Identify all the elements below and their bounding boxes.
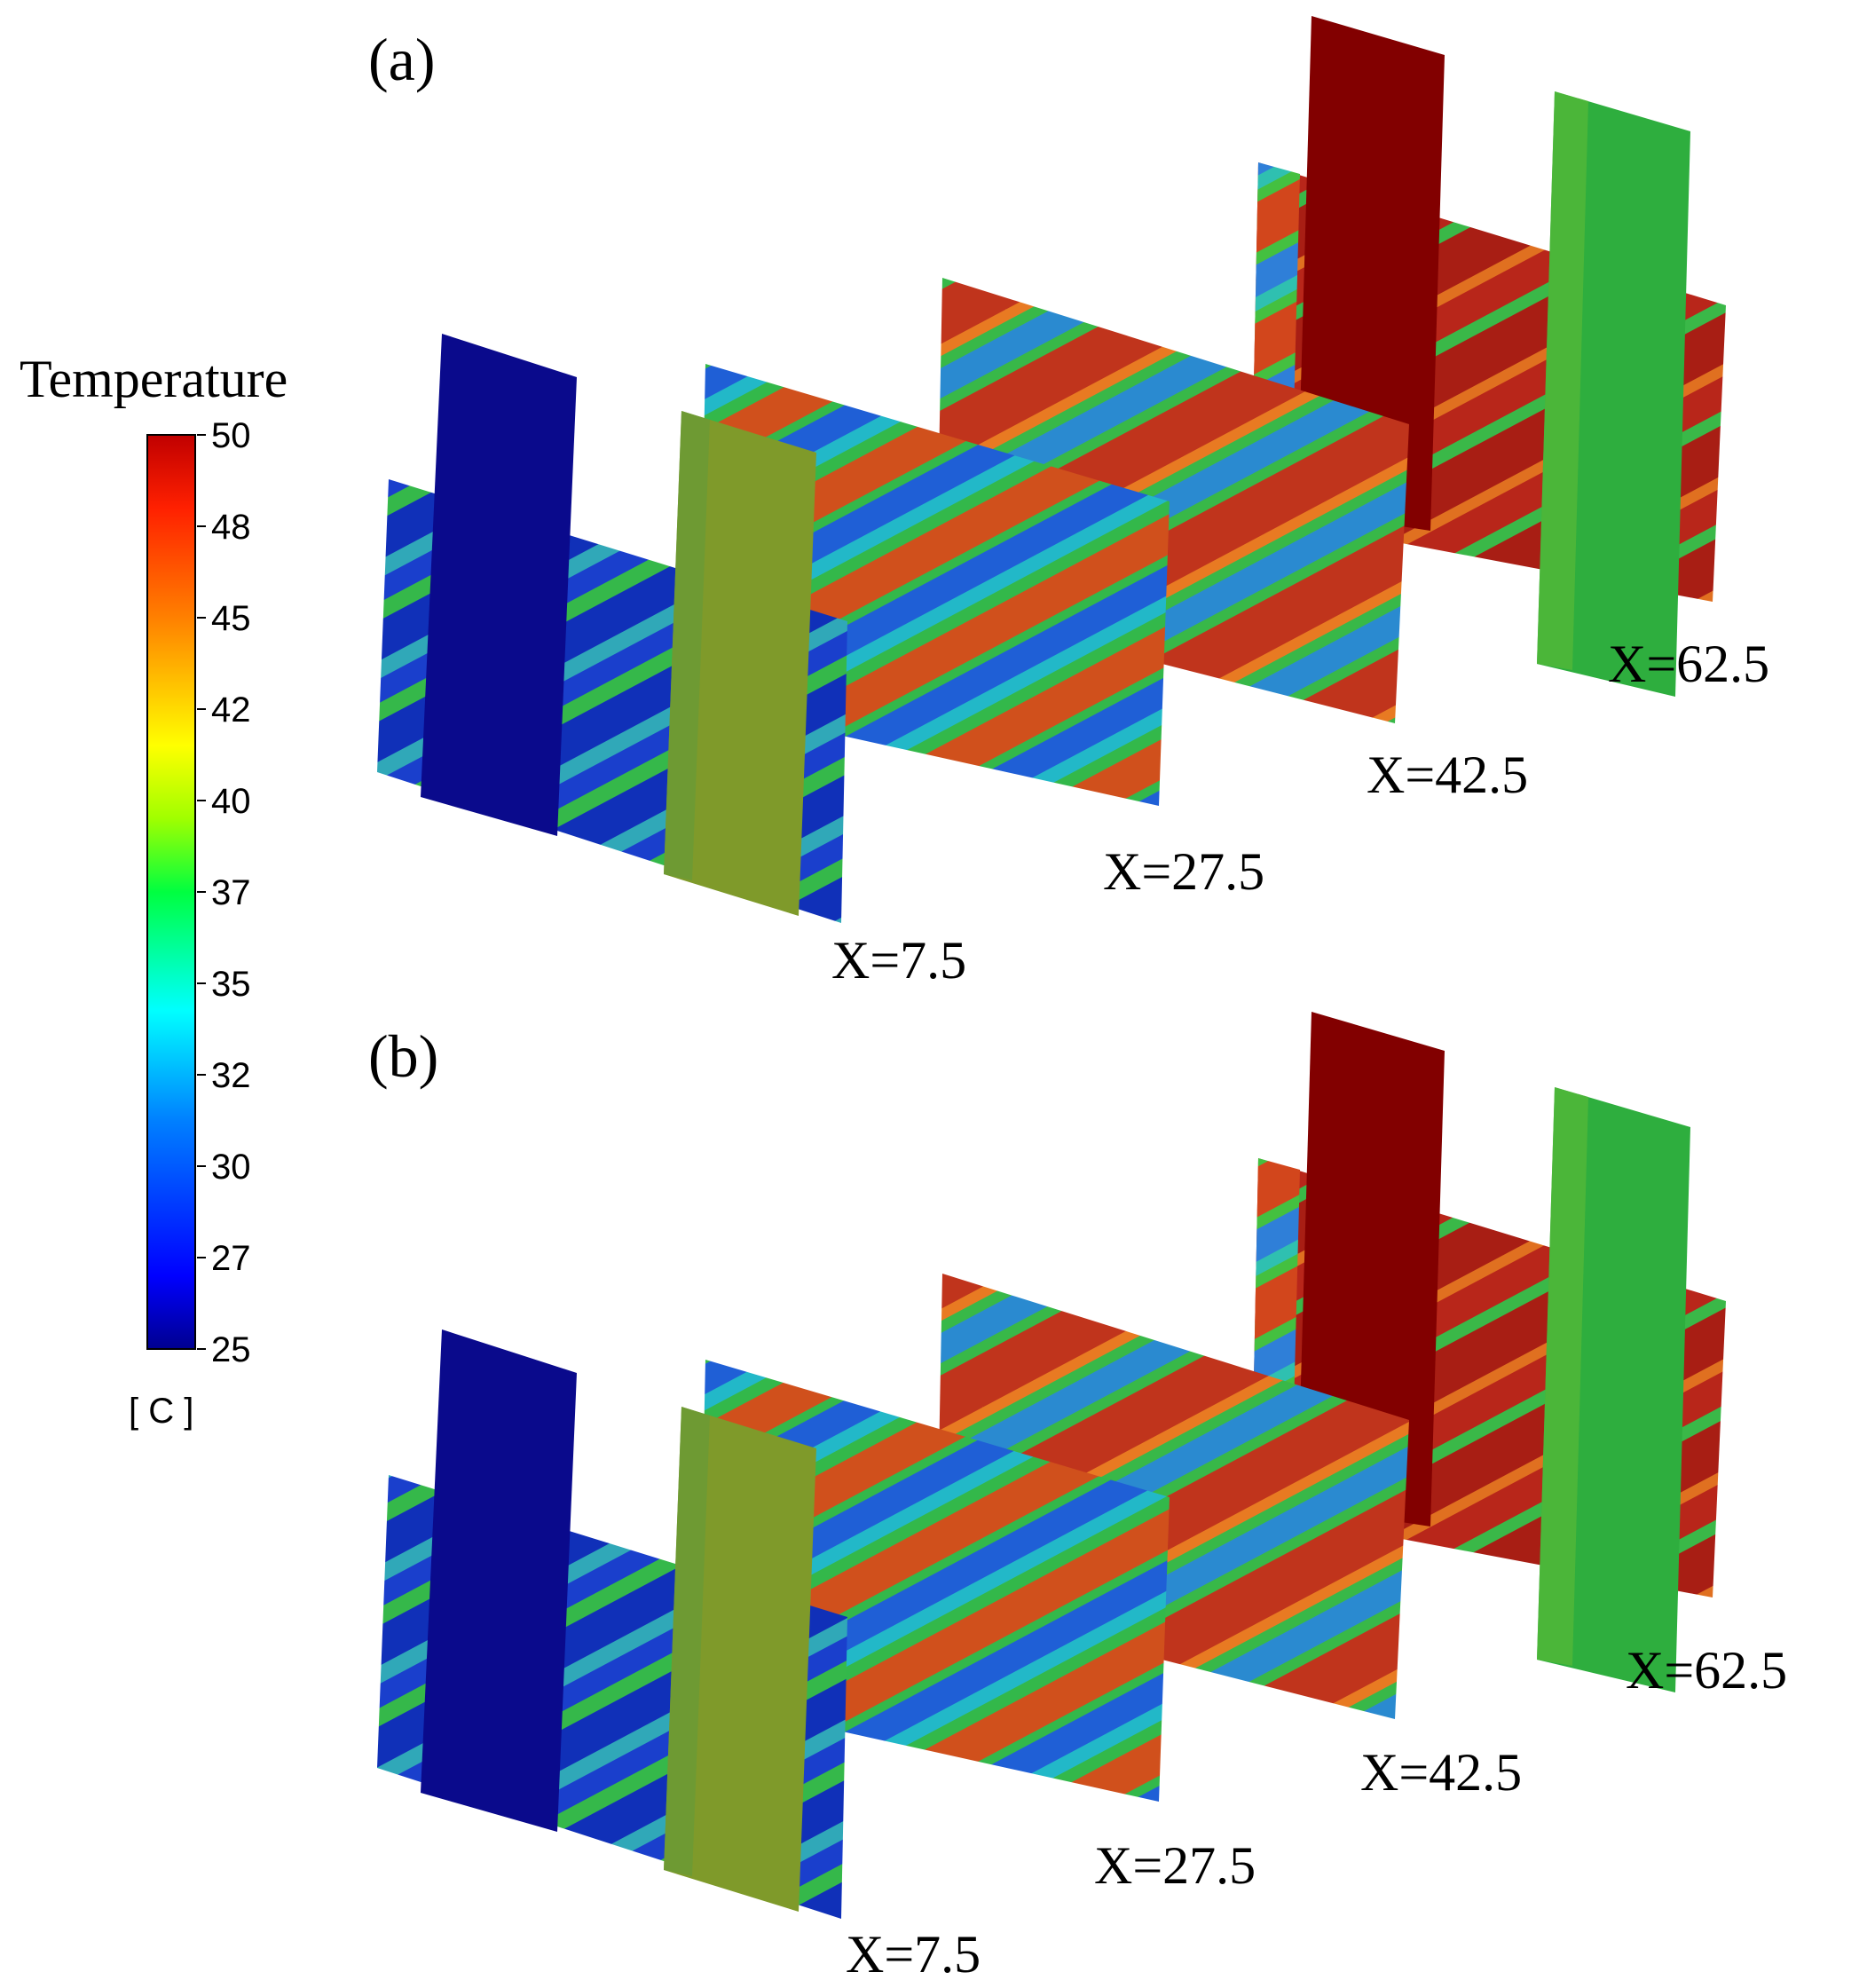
panel-a-slice-x7-5 xyxy=(377,334,847,923)
panel-a-x7-5-cold-block xyxy=(421,334,577,836)
panel-b: (b) X=62.5 X=42.5 X=27.5 X=7.5 xyxy=(368,1012,1787,1984)
legend-tick-label: 40 xyxy=(211,782,251,821)
panel-b-x62-5-green-shade xyxy=(1537,1087,1588,1666)
legend-tick-label: 32 xyxy=(211,1056,251,1095)
panel-b-x27-5-label: X=27.5 xyxy=(1094,1836,1256,1895)
panel-a: (a) X=62.5 X=42.5 X=27.5 X=7.5 xyxy=(368,16,1769,990)
legend-tick-label: 27 xyxy=(211,1239,251,1278)
legend-unit: [ C ] xyxy=(129,1392,193,1431)
legend-tick-label: 50 xyxy=(211,416,251,455)
color-bar xyxy=(146,434,196,1350)
panel-a-x62-5-label: X=62.5 xyxy=(1608,635,1769,693)
panel-b-slice-x7-5 xyxy=(377,1329,847,1919)
panel-b-x7-5-label: X=7.5 xyxy=(846,1925,981,1984)
panel-a-label: (a) xyxy=(368,26,435,93)
legend-tick-label: 48 xyxy=(211,508,251,547)
legend-tick-label: 45 xyxy=(211,599,251,638)
panel-b-label: (b) xyxy=(368,1022,438,1090)
panel-b-x62-5-label: X=62.5 xyxy=(1626,1641,1787,1700)
legend-tick-label: 30 xyxy=(211,1148,251,1187)
panel-a-x7-5-label: X=7.5 xyxy=(831,931,966,990)
legend-tick-label: 37 xyxy=(211,873,251,912)
legend-title: Temperature xyxy=(20,350,288,408)
panel-a-x7-5-olive-shade xyxy=(664,411,710,880)
panel-a-x62-5-green-shade xyxy=(1537,91,1588,670)
panel-b-x7-5-olive-shade xyxy=(664,1407,710,1876)
legend-ticks: 50 48 45 42 40 37 35 32 30 27 25 xyxy=(197,416,251,1369)
panel-a-x42-5-label: X=42.5 xyxy=(1367,746,1528,804)
panel-a-x27-5-label: X=27.5 xyxy=(1103,842,1264,901)
panel-b-x42-5-label: X=42.5 xyxy=(1360,1743,1522,1802)
legend-tick-label: 42 xyxy=(211,690,251,730)
color-legend: Temperature 50 48 45 42 40 37 35 32 30 27 25 [ C ] xyxy=(20,350,288,1431)
panel-b-x7-5-cold-block xyxy=(421,1329,577,1832)
legend-tick-label: 25 xyxy=(211,1330,251,1369)
legend-tick-label: 35 xyxy=(211,965,251,1004)
